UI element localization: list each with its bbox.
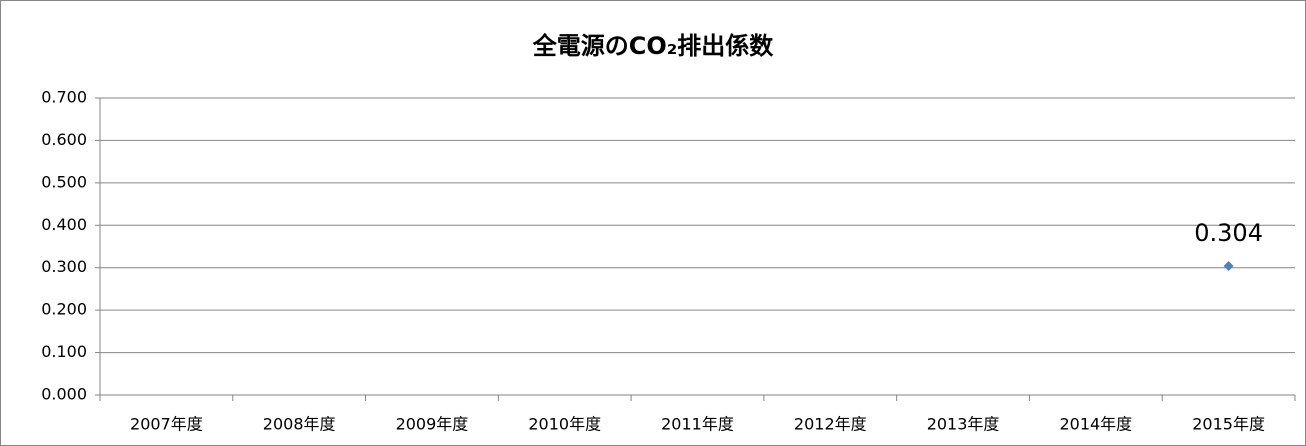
- y-tick-label: 0.500: [41, 172, 87, 191]
- y-tick-label: 0.200: [41, 300, 87, 319]
- x-tick-label: 2008年度: [263, 415, 336, 434]
- y-tick-label: 0.100: [41, 342, 87, 361]
- y-tick-label: 0.600: [41, 130, 87, 149]
- data-label: 0.304: [1194, 219, 1263, 247]
- x-tick-label: 2011年度: [661, 415, 734, 434]
- x-tick-label: 2014年度: [1059, 415, 1132, 434]
- y-tick-label: 0.400: [41, 215, 87, 234]
- x-tick-label: 2009年度: [396, 415, 469, 434]
- x-tick-label: 2015年度: [1192, 415, 1265, 434]
- x-tick-label: 2012年度: [794, 415, 867, 434]
- x-tick-label: 2010年度: [528, 415, 601, 434]
- y-tick-label: 0.000: [41, 385, 87, 404]
- chart-title: 全電源のCO₂排出係数: [532, 32, 775, 60]
- x-tick-label: 2013年度: [927, 415, 1000, 434]
- x-tick-label: 2007年度: [130, 415, 203, 434]
- y-tick-label: 0.700: [41, 88, 87, 107]
- marker: [1223, 261, 1234, 272]
- y-tick-label: 0.300: [41, 257, 87, 276]
